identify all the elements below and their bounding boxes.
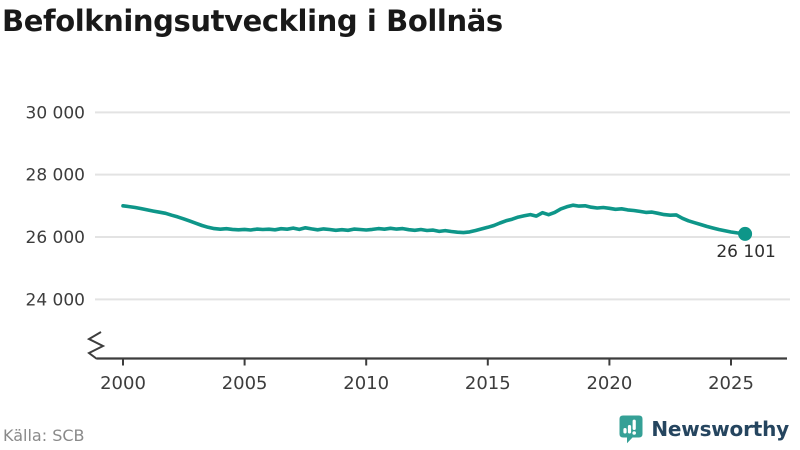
- end-value-label: 26 101: [716, 242, 775, 262]
- source-label: Källa: SCB: [3, 426, 85, 445]
- logo-bar-tall: [628, 425, 632, 434]
- y-axis-tick-label: 24 000: [26, 290, 85, 310]
- x-axis-tick-label: 2020: [586, 373, 632, 394]
- y-axis-tick-label: 28 000: [26, 166, 85, 186]
- x-axis-tick-label: 2015: [465, 373, 511, 394]
- newsworthy-logo: Newsworthy: [618, 414, 789, 444]
- x-axis-tick-label: 2000: [100, 373, 146, 394]
- logo-exclamation-bar: [632, 419, 637, 430]
- chart-title: Befolkningsutveckling i Bollnäs: [2, 4, 503, 38]
- logo-exclamation-dot: [632, 431, 637, 435]
- x-axis-tick-label: 2005: [222, 373, 268, 394]
- x-axis-tick-label: 2010: [343, 373, 389, 394]
- population-line: [121, 203, 747, 236]
- logo-bar-short: [623, 428, 627, 434]
- end-point-marker: [738, 226, 753, 241]
- x-axis-tick-label: 2025: [708, 373, 754, 394]
- axis-break-icon: [86, 331, 106, 360]
- y-axis-tick-label: 26 000: [26, 228, 85, 248]
- y-axis-tick-label: 30 000: [26, 103, 85, 123]
- newsworthy-brand-text: Newsworthy: [651, 417, 789, 441]
- newsworthy-logo-icon: [619, 415, 643, 444]
